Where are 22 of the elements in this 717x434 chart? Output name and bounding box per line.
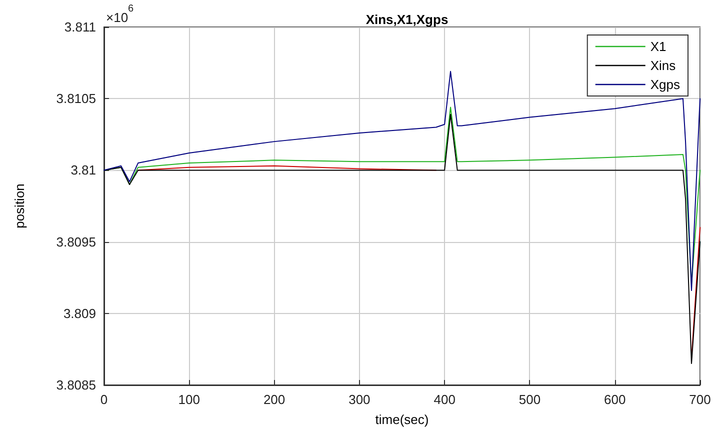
legend-label: Xins (650, 58, 676, 73)
y-axis-title: position (12, 184, 27, 228)
y-tick-label: 3.8085 (56, 378, 96, 392)
x-tick-label: 500 (518, 392, 541, 407)
line-series (104, 70, 700, 291)
y-tick-label: 3.81 (70, 162, 96, 178)
y-tick-label: 3.8095 (56, 234, 96, 250)
x-axis-title: time(sec) (375, 412, 429, 427)
x-tick-label: 200 (263, 392, 286, 407)
x-tick-label: 600 (604, 392, 626, 407)
legend-label: Xgps (650, 77, 680, 92)
chart-title: Xins,X1,Xgps (366, 12, 448, 27)
y-tick-label: 3.8105 (56, 91, 96, 106)
y-tick-label: 3.811 (64, 20, 96, 34)
line-series (104, 114, 700, 364)
legend-label: X1 (650, 39, 666, 54)
y-tick-label: 3.809 (63, 306, 96, 321)
x-tick-label: 700 (689, 392, 711, 407)
x-tick-label: 300 (348, 392, 370, 407)
x-tick-label: 400 (434, 392, 456, 407)
x-tick-label: 100 (178, 392, 200, 407)
x-tick-label: 0 (100, 392, 108, 407)
